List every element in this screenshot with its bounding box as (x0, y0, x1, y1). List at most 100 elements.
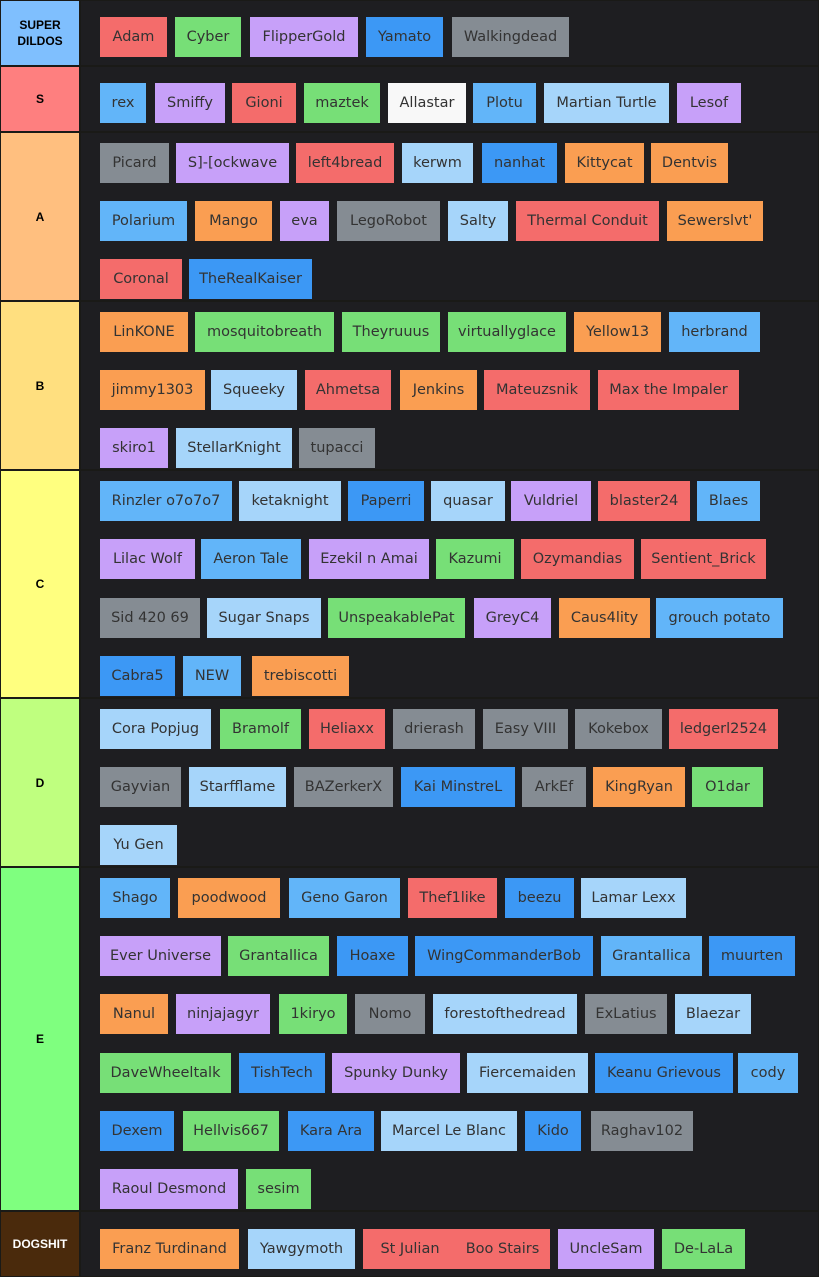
item-chip[interactable]: trebiscotti (252, 656, 349, 696)
item-chip[interactable]: Cabra5 (100, 656, 175, 696)
item-chip[interactable]: tupacci (299, 428, 375, 468)
item-chip[interactable]: UncleSam (558, 1229, 654, 1269)
item-chip[interactable]: Sewerslvt' (667, 201, 763, 241)
item-chip[interactable]: O1dar (692, 767, 763, 807)
item-chip[interactable]: Coronal (100, 259, 182, 299)
item-chip[interactable]: Max the Impaler (598, 370, 739, 410)
item-chip[interactable]: Lilac Wolf (100, 539, 195, 579)
item-chip[interactable]: DaveWheeltalk (100, 1053, 231, 1093)
item-chip[interactable]: rex (100, 83, 146, 123)
item-chip[interactable]: Gayvian (100, 767, 181, 807)
item-chip[interactable]: beezu (505, 878, 574, 918)
item-chip[interactable]: Walkingdead (452, 17, 569, 57)
item-chip[interactable]: Kido (525, 1111, 581, 1151)
item-chip[interactable]: Yawgymoth (248, 1229, 355, 1269)
item-chip[interactable]: Hoaxe (337, 936, 408, 976)
item-chip[interactable]: ledgerl2524 (669, 709, 778, 749)
item-chip[interactable]: Kara Ara (288, 1111, 374, 1151)
item-chip[interactable]: Jenkins (400, 370, 477, 410)
item-chip[interactable]: ninjajagyr (176, 994, 270, 1034)
item-chip[interactable]: NEW (183, 656, 241, 696)
item-chip[interactable]: UnspeakablePat (328, 598, 465, 638)
item-chip[interactable]: Boo Stairs (455, 1229, 550, 1269)
item-chip[interactable]: Kazumi (436, 539, 514, 579)
item-chip[interactable]: GreyC4 (474, 598, 551, 638)
item-chip[interactable]: blaster24 (598, 481, 690, 521)
tier-content-dogshit[interactable]: Franz Turdinand Yawgymoth St Julian Boo Sta… (81, 1212, 818, 1276)
item-chip[interactable]: ArkEf (522, 767, 586, 807)
item-chip[interactable]: Blaezar (675, 994, 751, 1034)
tier-content-a[interactable]: Picard S]-[ockwave left4bread kerwm nanhat Ki… (81, 133, 818, 300)
item-chip[interactable]: Yellow13 (574, 312, 661, 352)
tier-content-s[interactable]: rex Smiffy Gioni maztek Allastar Plotu Martian… (81, 67, 818, 131)
item-chip[interactable]: Gioni (232, 83, 296, 123)
item-chip[interactable]: Franz Turdinand (100, 1229, 239, 1269)
item-chip[interactable]: Grantallica (601, 936, 702, 976)
item-chip[interactable]: nanhat (482, 143, 557, 183)
tier-content-super-dildos[interactable]: Adam Cyber FlipperGold Yamato Walkingdead (81, 1, 818, 65)
item-chip[interactable]: StellarKnight (176, 428, 292, 468)
item-chip[interactable]: Caus4lity (559, 598, 650, 638)
item-chip[interactable]: Picard (100, 143, 169, 183)
item-chip[interactable]: Aeron Tale (201, 539, 301, 579)
item-chip[interactable]: Sentient_Brick (641, 539, 766, 579)
item-chip[interactable]: Kittycat (565, 143, 644, 183)
item-chip[interactable]: muurten (709, 936, 795, 976)
item-chip[interactable]: Mateuzsnik (484, 370, 590, 410)
item-chip[interactable]: Starfflame (189, 767, 286, 807)
item-chip[interactable]: forestofthedread (433, 994, 577, 1034)
item-chip[interactable]: Rinzler o7o7o7 (100, 481, 232, 521)
item-chip[interactable]: maztek (304, 83, 380, 123)
item-chip[interactable]: Thermal Conduit (516, 201, 659, 241)
item-chip[interactable]: Lesof (677, 83, 741, 123)
item-chip[interactable]: Bramolf (220, 709, 301, 749)
item-chip[interactable]: Adam (100, 17, 167, 57)
item-chip[interactable]: Easy VIII (483, 709, 568, 749)
tier-content-b[interactable]: LinKONE mosquitobreath Theyruuus virtuallyg… (81, 302, 818, 469)
item-chip[interactable]: LinKONE (100, 312, 188, 352)
item-chip[interactable]: Smiffy (155, 83, 225, 123)
item-chip[interactable]: Thef1like (408, 878, 497, 918)
item-chip[interactable]: eva (280, 201, 329, 241)
item-chip[interactable]: Raghav102 (591, 1111, 693, 1151)
item-chip[interactable]: Salty (448, 201, 508, 241)
item-chip[interactable]: S]-[ockwave (176, 143, 289, 183)
item-chip[interactable]: Ever Universe (100, 936, 221, 976)
item-chip[interactable]: Polarium (100, 201, 187, 241)
item-chip[interactable]: quasar (431, 481, 505, 521)
item-chip[interactable]: Plotu (473, 83, 536, 123)
item-chip[interactable]: Ahmetsa (305, 370, 391, 410)
item-chip[interactable]: Kai MinstreL (401, 767, 515, 807)
item-chip[interactable]: Blaes (697, 481, 760, 521)
item-chip[interactable]: Nanul (100, 994, 168, 1034)
item-chip[interactable]: mosquitobreath (195, 312, 334, 352)
item-chip[interactable]: Allastar (388, 83, 466, 123)
item-chip[interactable]: drierash (393, 709, 475, 749)
item-chip[interactable]: Ozymandias (521, 539, 634, 579)
tier-content-d[interactable]: Cora Popjug Bramolf Heliaxx drierash Easy VI… (81, 699, 818, 866)
item-chip[interactable]: Martian Turtle (544, 83, 669, 123)
item-chip[interactable]: Sid 420 69 (100, 598, 200, 638)
item-chip[interactable]: St Julian (363, 1229, 457, 1269)
item-chip[interactable]: Yu Gen (100, 825, 177, 865)
item-chip[interactable]: Theyruuus (342, 312, 440, 352)
item-chip[interactable]: BAZerkerX (294, 767, 393, 807)
item-chip[interactable]: sesim (246, 1169, 311, 1209)
item-chip[interactable]: virtuallyglace (448, 312, 566, 352)
item-chip[interactable]: Shago (100, 878, 170, 918)
item-chip[interactable]: Marcel Le Blanc (381, 1111, 517, 1151)
item-chip[interactable]: Hellvis667 (183, 1111, 279, 1151)
item-chip[interactable]: grouch potato (656, 598, 783, 638)
item-chip[interactable]: Geno Garon (289, 878, 400, 918)
item-chip[interactable]: KingRyan (593, 767, 685, 807)
item-chip[interactable]: LegoRobot (337, 201, 440, 241)
item-chip[interactable]: Sugar Snaps (207, 598, 321, 638)
item-chip[interactable]: Keanu Grievous (595, 1053, 733, 1093)
item-chip[interactable]: cody (738, 1053, 798, 1093)
item-chip[interactable]: Cyber (175, 17, 241, 57)
item-chip[interactable]: Vuldriel (511, 481, 591, 521)
item-chip[interactable]: left4bread (296, 143, 394, 183)
item-chip[interactable]: Spunky Dunky (332, 1053, 460, 1093)
item-chip[interactable]: ExLatius (585, 994, 667, 1034)
item-chip[interactable]: Paperri (348, 481, 424, 521)
